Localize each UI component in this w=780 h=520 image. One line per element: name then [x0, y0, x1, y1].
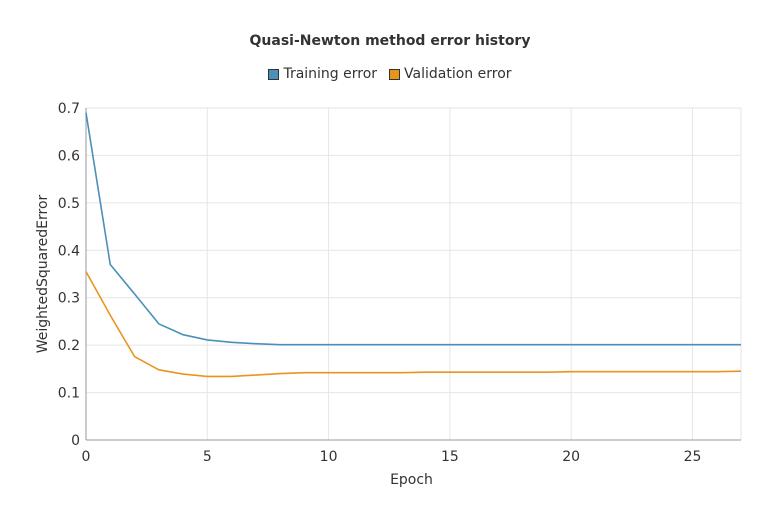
y-tick-label: 0.1: [58, 386, 80, 402]
y-tick-label: 0: [71, 433, 80, 449]
legend-item-training[interactable]: Training error: [268, 66, 377, 82]
x-tick-label: 25: [684, 449, 702, 465]
y-tick-label: 0.6: [58, 148, 80, 164]
legend-swatch-validation: [389, 68, 401, 80]
y-tick-label: 0.3: [58, 291, 80, 307]
legend-label-training: Training error: [283, 66, 378, 82]
legend: Training error Validation error: [0, 66, 780, 82]
y-tick-label: 0.4: [58, 243, 80, 259]
chart-title: Quasi-Newton method error history: [249, 33, 531, 49]
training-error-line: [85, 112, 741, 346]
legend-swatch-training: [268, 68, 280, 80]
legend-label-validation: Validation error: [404, 66, 512, 82]
y-tick-label: 0.2: [58, 338, 80, 354]
legend-item-validation[interactable]: Validation error: [389, 66, 512, 82]
x-tick-label: 20: [562, 449, 580, 465]
x-axis-title: Epoch: [390, 472, 433, 488]
y-tick-label: 0.5: [58, 196, 80, 212]
x-tick-label: 15: [441, 449, 459, 465]
x-tick-label: 0: [82, 449, 91, 465]
validation-error-line: [85, 271, 742, 378]
x-tick-label: 5: [203, 449, 212, 465]
x-tick-label: 10: [320, 449, 338, 465]
y-tick-label: 0.7: [58, 101, 80, 117]
y-axis-title: WeightedSquaredError: [35, 194, 51, 353]
